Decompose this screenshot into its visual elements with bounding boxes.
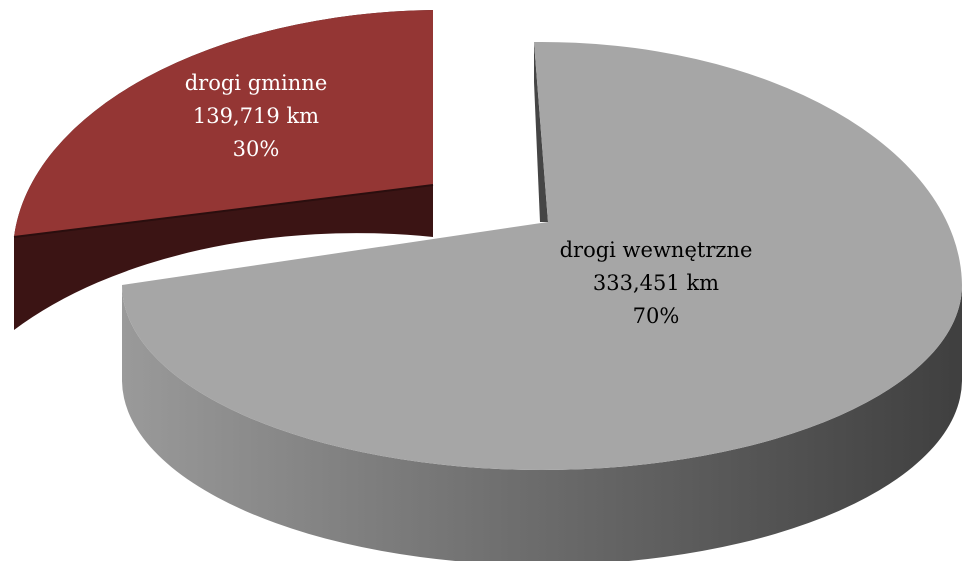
slice-top-face xyxy=(14,10,433,237)
pie-slice-drogi-gminne: drogi gminne 139,719 km 30% xyxy=(13,10,434,330)
pie-slice-drogi-wewnetrzne: drogi wewnętrzne 333,451 km 70% xyxy=(122,41,962,561)
slice-side-wall xyxy=(122,285,962,561)
slice-label-percent: 70% xyxy=(633,304,680,328)
slice-label-category: drogi gminne xyxy=(185,71,328,95)
slice-top-face xyxy=(122,41,962,470)
slice-label-percent: 30% xyxy=(233,137,280,161)
slice-label-value: 139,719 km xyxy=(193,104,319,128)
slice-wall-edge xyxy=(13,184,434,238)
slice-label-category: drogi wewnętrzne xyxy=(560,238,753,262)
slice-label-value: 333,451 km xyxy=(593,271,719,295)
